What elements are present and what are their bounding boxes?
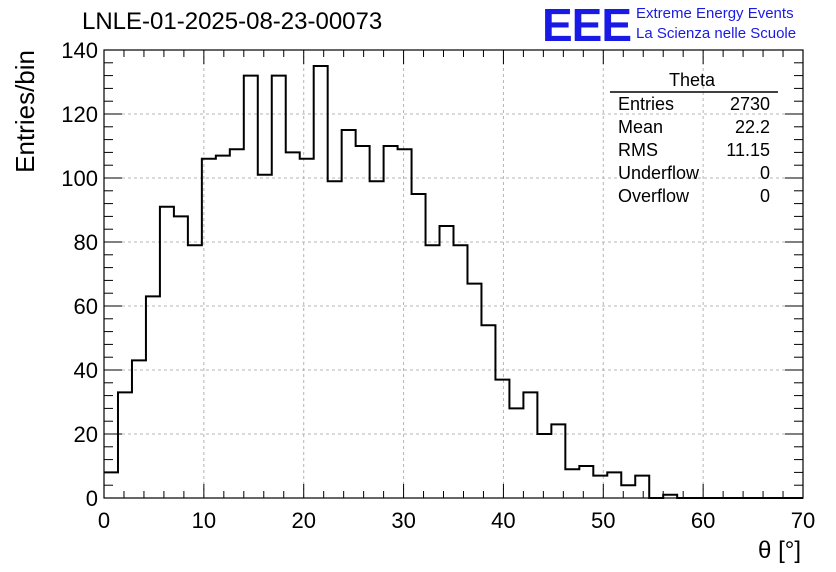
histogram-bin <box>607 472 621 498</box>
stats-value: 0 <box>760 163 770 183</box>
page-title: LNLE-01-2025-08-23-00073 <box>82 8 383 35</box>
histogram-bin <box>467 284 481 498</box>
stats-label: Mean <box>618 117 663 137</box>
histogram-bin <box>384 146 398 498</box>
histogram-bin <box>314 66 328 498</box>
histogram-bin <box>537 434 551 498</box>
histogram-line <box>104 65 803 499</box>
histogram-bin <box>230 149 244 498</box>
x-tick-label: 10 <box>192 508 216 533</box>
histogram-bin <box>481 325 495 498</box>
x-tick-label: 50 <box>591 508 615 533</box>
histogram-bin <box>188 245 202 498</box>
histogram-bin <box>412 194 426 498</box>
histogram-bin <box>495 380 509 498</box>
histogram-bin <box>523 392 537 498</box>
stats-label: RMS <box>618 140 658 160</box>
x-tick-label: 40 <box>491 508 515 533</box>
histogram-bin <box>509 408 523 498</box>
stats-value: 22.2 <box>735 117 770 137</box>
stats-label: Overflow <box>618 186 690 206</box>
y-tick-label: 20 <box>74 422 98 447</box>
y-tick-label: 40 <box>74 358 98 383</box>
histogram-bin <box>663 495 677 498</box>
histogram-bin <box>160 207 174 498</box>
histogram-bin <box>202 159 216 498</box>
histogram-bin <box>174 216 188 498</box>
histogram-bin <box>426 245 440 498</box>
histogram-bin <box>621 485 635 498</box>
stats-value: 0 <box>760 186 770 206</box>
x-tick-label: 30 <box>391 508 415 533</box>
histogram-bin <box>132 360 146 498</box>
histogram-bin <box>104 472 118 498</box>
histogram-bin <box>244 76 258 498</box>
histogram-bin <box>258 175 272 498</box>
y-tick-label: 60 <box>74 294 98 319</box>
y-tick-label: 140 <box>61 38 98 63</box>
stats-label: Underflow <box>618 163 700 183</box>
x-tick-label: 60 <box>691 508 715 533</box>
histogram-bin <box>370 181 384 498</box>
histogram-bin <box>216 156 230 498</box>
histogram-bin <box>454 245 468 498</box>
histogram-bin <box>146 296 160 498</box>
histogram-bin <box>356 146 370 498</box>
histogram-bin <box>579 466 593 498</box>
histogram-bin <box>593 476 607 498</box>
y-tick-label: 100 <box>61 166 98 191</box>
histogram-bin <box>286 152 300 498</box>
histogram-bin <box>342 130 356 498</box>
x-tick-label: 0 <box>98 508 110 533</box>
x-tick-label: 70 <box>791 508 815 533</box>
histogram-bin <box>118 392 132 498</box>
histogram-bin <box>398 149 412 498</box>
histogram-bin <box>300 159 314 498</box>
histogram-bin <box>635 476 649 498</box>
y-tick-label: 0 <box>86 486 98 511</box>
stats-label: Entries <box>618 94 674 114</box>
stats-value: 11.15 <box>726 140 770 160</box>
histogram-bin <box>272 76 286 498</box>
histogram-bin <box>440 226 454 498</box>
logo-line-2: La Scienza nelle Scuole <box>636 25 797 42</box>
y-axis-label: Entries/bin <box>10 50 40 173</box>
y-tick-label: 120 <box>61 102 98 127</box>
stats-value: 2730 <box>730 94 770 114</box>
eee-logo: EEE <box>542 0 632 51</box>
x-tick-label: 20 <box>291 508 315 533</box>
histogram-bin <box>565 469 579 498</box>
plot-frame <box>103 49 804 499</box>
histogram-bin <box>551 424 565 498</box>
stats-title: Theta <box>669 70 716 90</box>
logo-line-1: Extreme Energy Events <box>636 5 794 22</box>
histogram-bin <box>328 181 342 498</box>
y-tick-label: 80 <box>74 230 98 255</box>
x-axis-label: θ [°] <box>758 537 801 564</box>
